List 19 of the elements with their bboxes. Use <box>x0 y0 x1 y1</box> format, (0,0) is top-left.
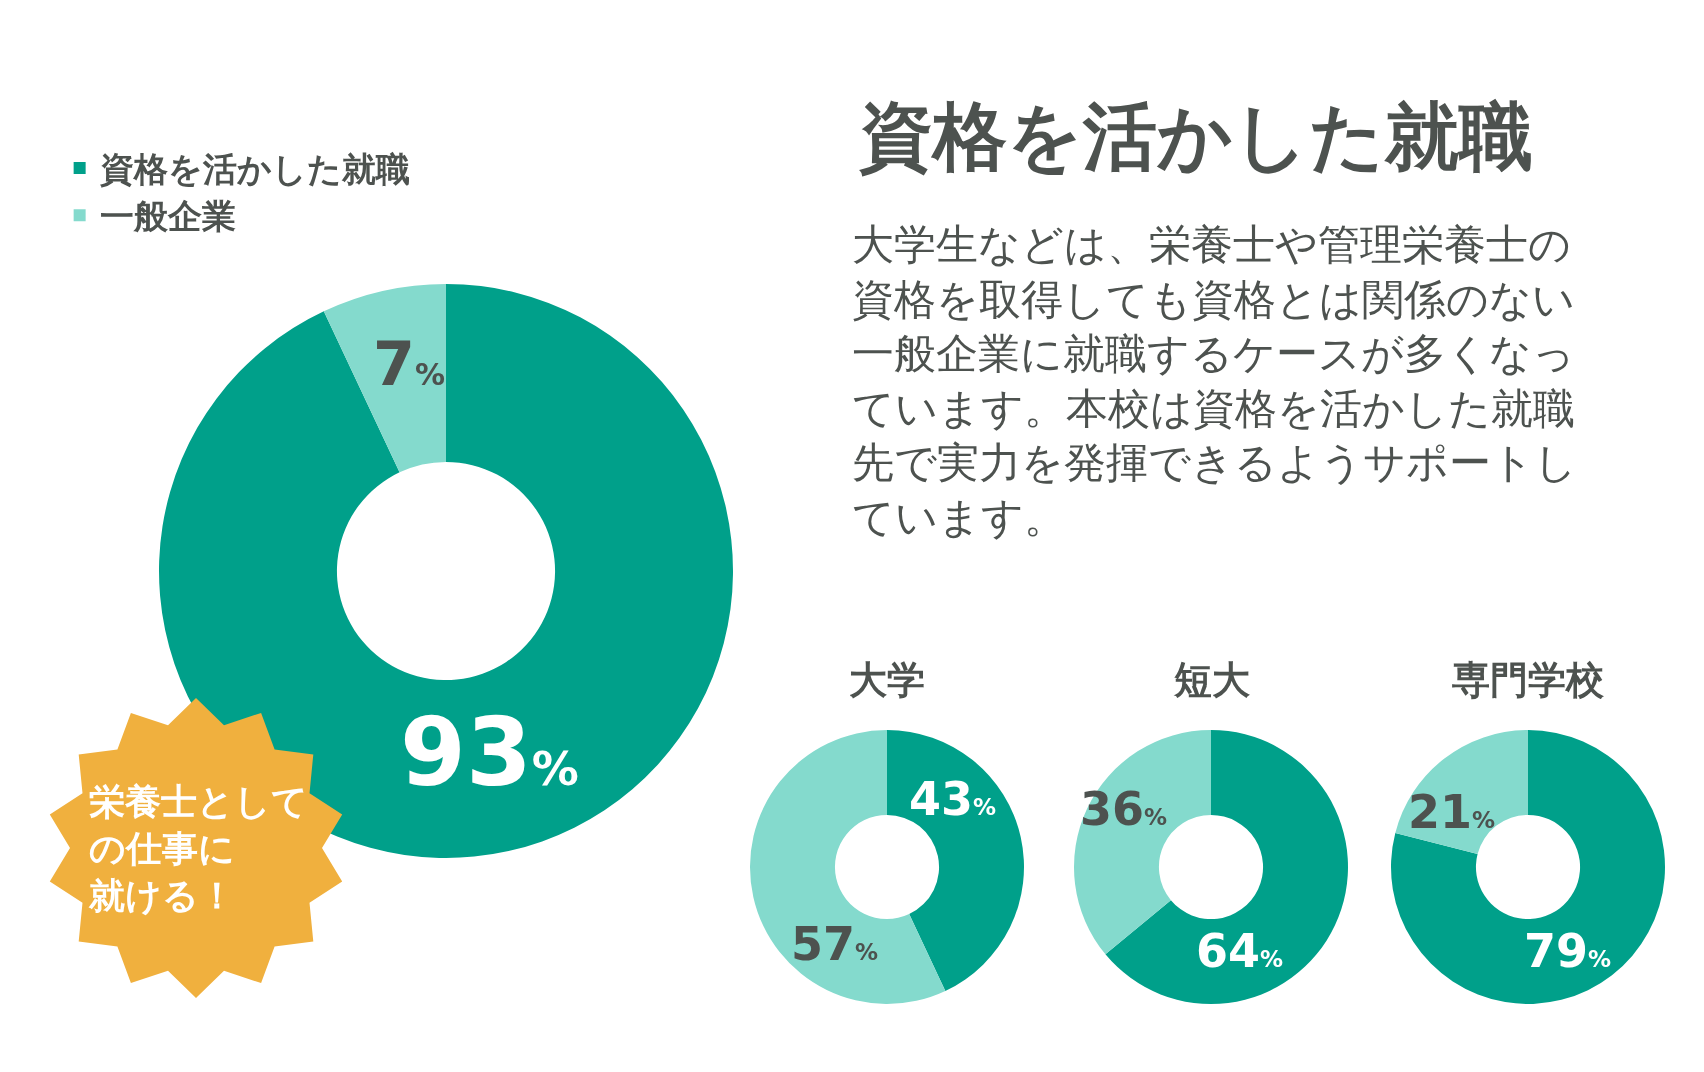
legend-label: 一般企業 <box>99 196 236 237</box>
data-label: 79% <box>1524 924 1612 978</box>
chart-title: 大学 <box>849 658 925 702</box>
text: 大学生などは、栄養士や管理栄養士の資格を取得しても資格とは関係のない一般企業に就職するケースが多くなっています。本校は資格を活かした就職先で実力を発揮できるようサポートしています。 <box>852 220 1577 542</box>
data-label: 7% <box>373 329 445 399</box>
data-label: 36% <box>1080 782 1168 836</box>
data-label: 57% <box>791 917 879 971</box>
data-label: 43% <box>909 772 997 826</box>
text: 栄養士としての仕事に就ける！ <box>88 781 308 916</box>
text: 資格を活かした就職 <box>859 93 1533 179</box>
donut-slice <box>887 730 1024 991</box>
data-label: 21% <box>1408 785 1496 839</box>
donut-slice <box>323 284 446 473</box>
chart-title: 専門学校 <box>1452 658 1605 702</box>
data-label: 64% <box>1196 924 1284 978</box>
donut-slice <box>1391 730 1665 1004</box>
chart-title: 短大 <box>1173 658 1250 702</box>
data-label: 93% <box>400 697 579 807</box>
legend-label: 資格を活かした就職 <box>98 149 410 190</box>
